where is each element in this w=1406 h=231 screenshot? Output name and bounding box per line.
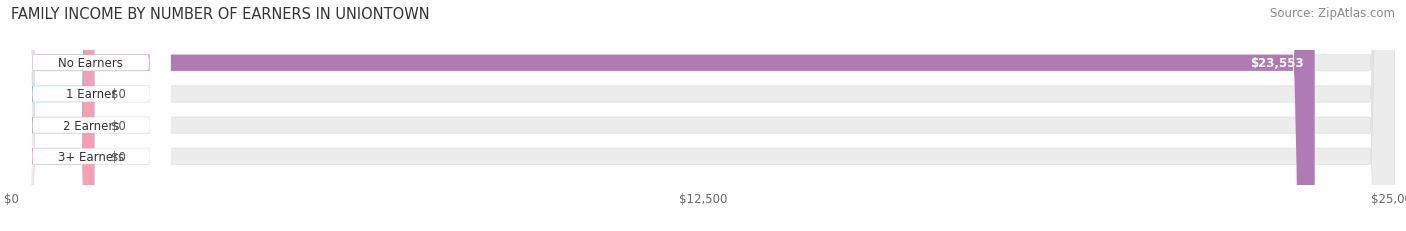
FancyBboxPatch shape (11, 0, 1315, 231)
Text: $0: $0 (111, 119, 125, 132)
Text: Source: ZipAtlas.com: Source: ZipAtlas.com (1270, 7, 1395, 20)
FancyBboxPatch shape (11, 0, 170, 231)
FancyBboxPatch shape (11, 0, 94, 231)
Text: $0: $0 (111, 88, 125, 101)
Text: $23,553: $23,553 (1250, 57, 1303, 70)
FancyBboxPatch shape (11, 0, 170, 231)
FancyBboxPatch shape (11, 0, 1395, 231)
FancyBboxPatch shape (11, 0, 170, 231)
FancyBboxPatch shape (11, 0, 94, 231)
Text: 3+ Earners: 3+ Earners (58, 150, 124, 163)
FancyBboxPatch shape (11, 0, 94, 231)
Text: No Earners: No Earners (59, 57, 124, 70)
FancyBboxPatch shape (11, 0, 170, 231)
Text: 1 Earner: 1 Earner (66, 88, 115, 101)
Text: 2 Earners: 2 Earners (62, 119, 120, 132)
Text: FAMILY INCOME BY NUMBER OF EARNERS IN UNIONTOWN: FAMILY INCOME BY NUMBER OF EARNERS IN UN… (11, 7, 430, 22)
FancyBboxPatch shape (11, 0, 1395, 231)
Text: $0: $0 (111, 150, 125, 163)
FancyBboxPatch shape (11, 0, 1395, 231)
FancyBboxPatch shape (11, 0, 1395, 231)
